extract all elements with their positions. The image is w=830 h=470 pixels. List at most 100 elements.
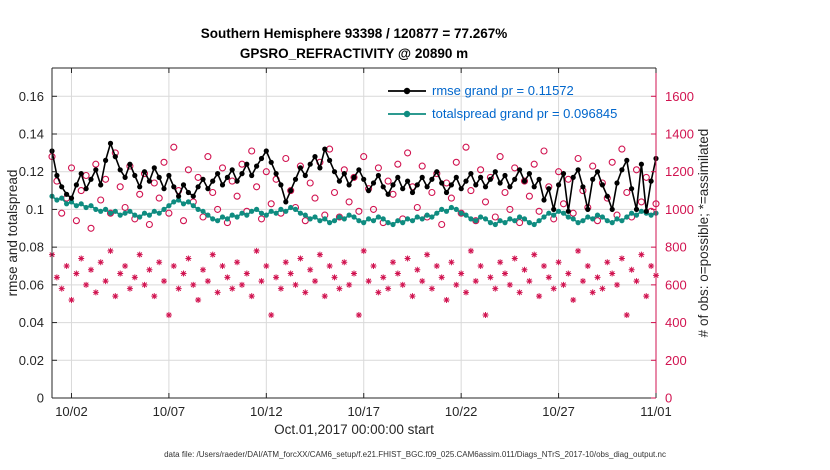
assimilated-obs-marker: [487, 274, 494, 281]
assimilated-obs-marker: [346, 281, 353, 288]
series-dot-marker: [195, 206, 201, 212]
series-dot-marker: [526, 220, 533, 226]
series-dot-marker: [361, 176, 367, 182]
assimilated-obs-marker: [482, 312, 489, 319]
possible-obs-marker: [457, 209, 465, 217]
series-dot-marker: [273, 171, 279, 177]
series-dot-marker: [502, 220, 508, 226]
possible-obs-marker: [330, 188, 339, 197]
possible-obs-marker: [87, 224, 95, 232]
chart-title-line2: GPSRO_REFRACTIVITY @ 20890 m: [240, 46, 468, 61]
assimilated-obs-marker: [638, 251, 645, 258]
assimilated-obs-marker: [614, 281, 621, 288]
possible-obs-marker: [530, 160, 538, 168]
series-dot-marker: [166, 172, 172, 179]
series-dot-marker: [443, 189, 450, 196]
assimilated-obs-marker: [599, 285, 606, 292]
series-dot-marker: [419, 174, 425, 180]
chart-title-line1: Southern Hemisphere 93398 / 120877 = 77.…: [201, 26, 508, 41]
assimilated-obs-marker: [58, 285, 65, 292]
series-dot-marker: [580, 184, 586, 190]
series-dot-marker: [83, 204, 89, 211]
series-dot-marker: [541, 214, 547, 220]
possible-obs-marker: [106, 209, 115, 217]
assimilated-obs-marker: [433, 263, 440, 269]
series-dot-marker: [224, 174, 230, 180]
series-dot-marker: [351, 174, 357, 180]
assimilated-obs-marker: [365, 278, 372, 285]
series-dot-marker: [98, 182, 104, 188]
assimilated-obs-marker: [180, 270, 187, 277]
assimilated-obs-marker: [502, 270, 508, 277]
legend-totalspread-label: totalspread grand pr = 0.096845: [432, 106, 617, 121]
series-dot-marker: [68, 199, 75, 205]
series-dot-marker: [346, 212, 352, 218]
series-dot-marker: [317, 218, 323, 224]
assimilated-obs-marker: [326, 263, 333, 269]
series-dot-marker: [93, 206, 99, 212]
assimilated-obs-marker: [229, 285, 236, 292]
assimilated-obs-marker: [336, 285, 343, 292]
assimilated-obs-marker: [628, 266, 635, 273]
series-dot-marker: [229, 167, 235, 173]
series-dot-marker: [190, 203, 196, 209]
series-dot-marker: [54, 197, 60, 203]
series-dot-marker: [219, 182, 226, 188]
possible-obs-marker: [555, 168, 563, 176]
assimilated-obs-marker: [92, 289, 99, 296]
series-dot-marker: [322, 146, 328, 152]
assimilated-obs-marker: [536, 293, 543, 300]
possible-obs-marker: [82, 171, 90, 180]
assimilated-obs-marker: [633, 278, 640, 285]
series-dot-marker: [604, 218, 610, 224]
possible-obs-marker: [248, 147, 256, 155]
series-dot-marker: [370, 218, 377, 224]
series-dot-marker: [395, 174, 401, 180]
series-dot-marker: [468, 171, 474, 177]
series-dot-marker: [556, 182, 562, 188]
right-y-tick-label: 1400: [665, 127, 694, 142]
series-dot-marker: [502, 172, 508, 179]
series-dot-marker: [375, 172, 381, 179]
series-dot-marker: [536, 218, 542, 224]
possible-obs-marker: [311, 194, 319, 202]
assimilated-obs-marker: [389, 259, 396, 266]
left-y-tick-label: 0.14: [19, 127, 44, 142]
series-dot-marker: [336, 214, 342, 220]
x-tick-label: 10/17: [347, 404, 380, 419]
series-dot-marker: [268, 159, 274, 165]
series-dot-marker: [292, 206, 299, 212]
series-dot-marker: [594, 212, 601, 218]
assimilated-obs-marker: [331, 274, 338, 281]
assimilated-obs-marker: [175, 285, 182, 292]
assimilated-obs-marker: [165, 312, 172, 319]
assimilated-obs-marker: [575, 247, 582, 254]
assimilated-obs-marker: [307, 266, 314, 273]
series-dot-marker: [68, 195, 75, 201]
x-tick-label: 10/27: [542, 404, 575, 419]
series-dot-marker: [590, 176, 596, 182]
assimilated-obs-marker: [380, 274, 387, 281]
possible-obs-marker: [384, 177, 392, 185]
series-dot-marker: [258, 155, 265, 162]
series-dot-marker: [585, 206, 591, 212]
assimilated-obs-marker: [370, 263, 377, 269]
possible-obs-marker: [282, 154, 290, 163]
series-dot-marker: [239, 171, 245, 177]
series-dot-marker: [278, 206, 284, 212]
assimilated-obs-marker: [161, 278, 168, 285]
series-dot-marker: [210, 178, 216, 184]
series-dot-marker: [492, 169, 498, 175]
series-dot-marker: [570, 174, 576, 180]
series-dot-marker: [73, 203, 79, 209]
assimilated-obs-marker: [321, 293, 328, 300]
possible-obs-marker: [257, 215, 266, 223]
possible-obs-marker: [428, 188, 436, 197]
series-dot-marker: [400, 220, 406, 226]
assimilated-obs-marker: [594, 274, 601, 281]
series-dot-marker: [59, 184, 65, 190]
series-dot-marker: [497, 180, 503, 186]
series-dot-marker: [531, 184, 537, 190]
assimilated-obs-marker: [253, 247, 260, 254]
assimilated-obs-marker: [170, 263, 177, 269]
